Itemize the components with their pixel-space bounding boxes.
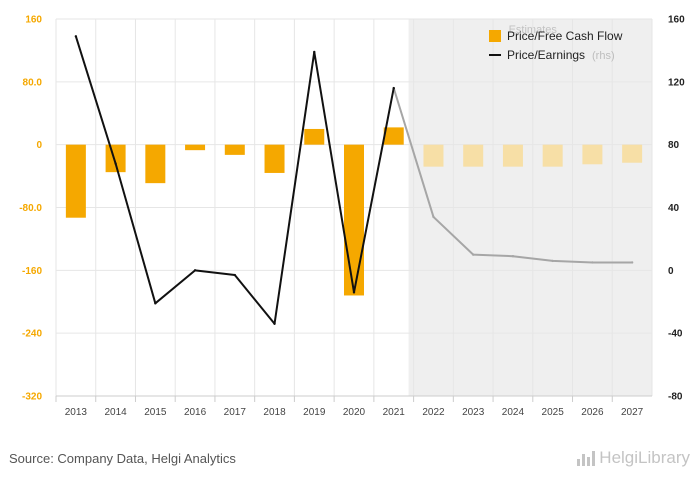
line-point-pe-2014 [114, 162, 117, 165]
chart-svg: Estimates16080.00-80.0-160-240-320160120… [19, 15, 685, 419]
bar-pfcf-2026 [582, 144, 603, 165]
bar-pfcf-2020 [344, 144, 364, 296]
legend-swatch-pfcf [489, 30, 501, 42]
legend-rhs-suffix: (rhs) [592, 50, 615, 62]
x-tick-label: 2018 [263, 407, 286, 418]
right-tick-label: 0 [668, 266, 674, 277]
x-tick-label: 2024 [502, 407, 525, 418]
x-tick-label: 2013 [65, 407, 88, 418]
bar-pfcf-2021 [383, 127, 404, 145]
right-tick-label: 160 [668, 15, 685, 26]
line-point-pe-2025 [551, 259, 554, 263]
line-point-pe-2017 [233, 273, 236, 277]
line-point-pe-2016 [193, 269, 197, 272]
bar-pfcf-2013 [65, 144, 86, 218]
x-tick-label: 2023 [462, 407, 485, 418]
line-point-pe-2026 [591, 261, 594, 264]
right-tick-label: -80 [668, 392, 683, 403]
x-tick-label: 2021 [383, 407, 406, 418]
line-point-pe-2021 [392, 86, 395, 90]
bar-pfcf-2017 [224, 144, 245, 155]
x-tick-label: 2017 [224, 407, 247, 418]
left-tick-label: 0 [36, 140, 42, 151]
line-point-pe-2023 [472, 253, 475, 256]
x-tick-label: 2019 [303, 407, 326, 418]
x-tick-label: 2015 [144, 407, 167, 418]
legend-label-pe: Price/Earnings [507, 48, 585, 62]
bar-pfcf-2022 [423, 144, 444, 167]
bar-pfcf-2018 [264, 144, 285, 173]
line-point-pe-2020 [352, 291, 356, 294]
left-tick-label: 80.0 [23, 77, 43, 88]
left-tick-label: -160 [22, 266, 42, 277]
brand-logo: HelgiLibrary [577, 448, 690, 468]
line-point-pe-2015 [154, 302, 157, 305]
right-tick-label: 80 [668, 140, 680, 151]
x-tick-label: 2026 [581, 407, 604, 418]
x-tick-label: 2022 [422, 407, 445, 418]
bar-pfcf-2015 [145, 144, 166, 184]
right-tick-label: 40 [668, 203, 680, 214]
bar-pfcf-2023 [463, 144, 484, 167]
x-tick-label: 2016 [184, 407, 207, 418]
bar-pfcf-2027 [622, 144, 643, 163]
line-point-pe-2019 [313, 50, 316, 54]
x-tick-label: 2014 [104, 407, 127, 418]
bar-pfcf-2024 [502, 144, 523, 167]
left-tick-label: -320 [22, 392, 42, 403]
right-tick-label: -40 [668, 329, 683, 340]
right-tick-label: 120 [668, 77, 685, 88]
bar-pfcf-2025 [542, 144, 563, 167]
line-point-pe-2022 [432, 215, 435, 219]
left-tick-label: -240 [22, 329, 42, 340]
x-tick-label: 2025 [542, 407, 565, 418]
left-tick-label: -80.0 [19, 203, 42, 214]
brand-name: HelgiLibrary [599, 448, 690, 467]
line-point-pe-2018 [273, 322, 276, 325]
legend-label-pfcf: Price/Free Cash Flow [507, 29, 623, 43]
source-note: Source: Company Data, Helgi Analytics [9, 451, 236, 466]
line-point-pe-2013 [74, 35, 78, 38]
left-tick-label: 160 [25, 15, 42, 26]
brand-icon [577, 450, 596, 466]
bar-pfcf-2019 [304, 128, 325, 145]
x-tick-label: 2027 [621, 407, 644, 418]
line-point-pe-2024 [511, 254, 515, 258]
line-point-pe-2027 [630, 261, 634, 264]
x-tick-label: 2020 [343, 407, 366, 418]
bar-pfcf-2016 [185, 144, 206, 151]
bar-pfcf-2014 [105, 144, 126, 173]
